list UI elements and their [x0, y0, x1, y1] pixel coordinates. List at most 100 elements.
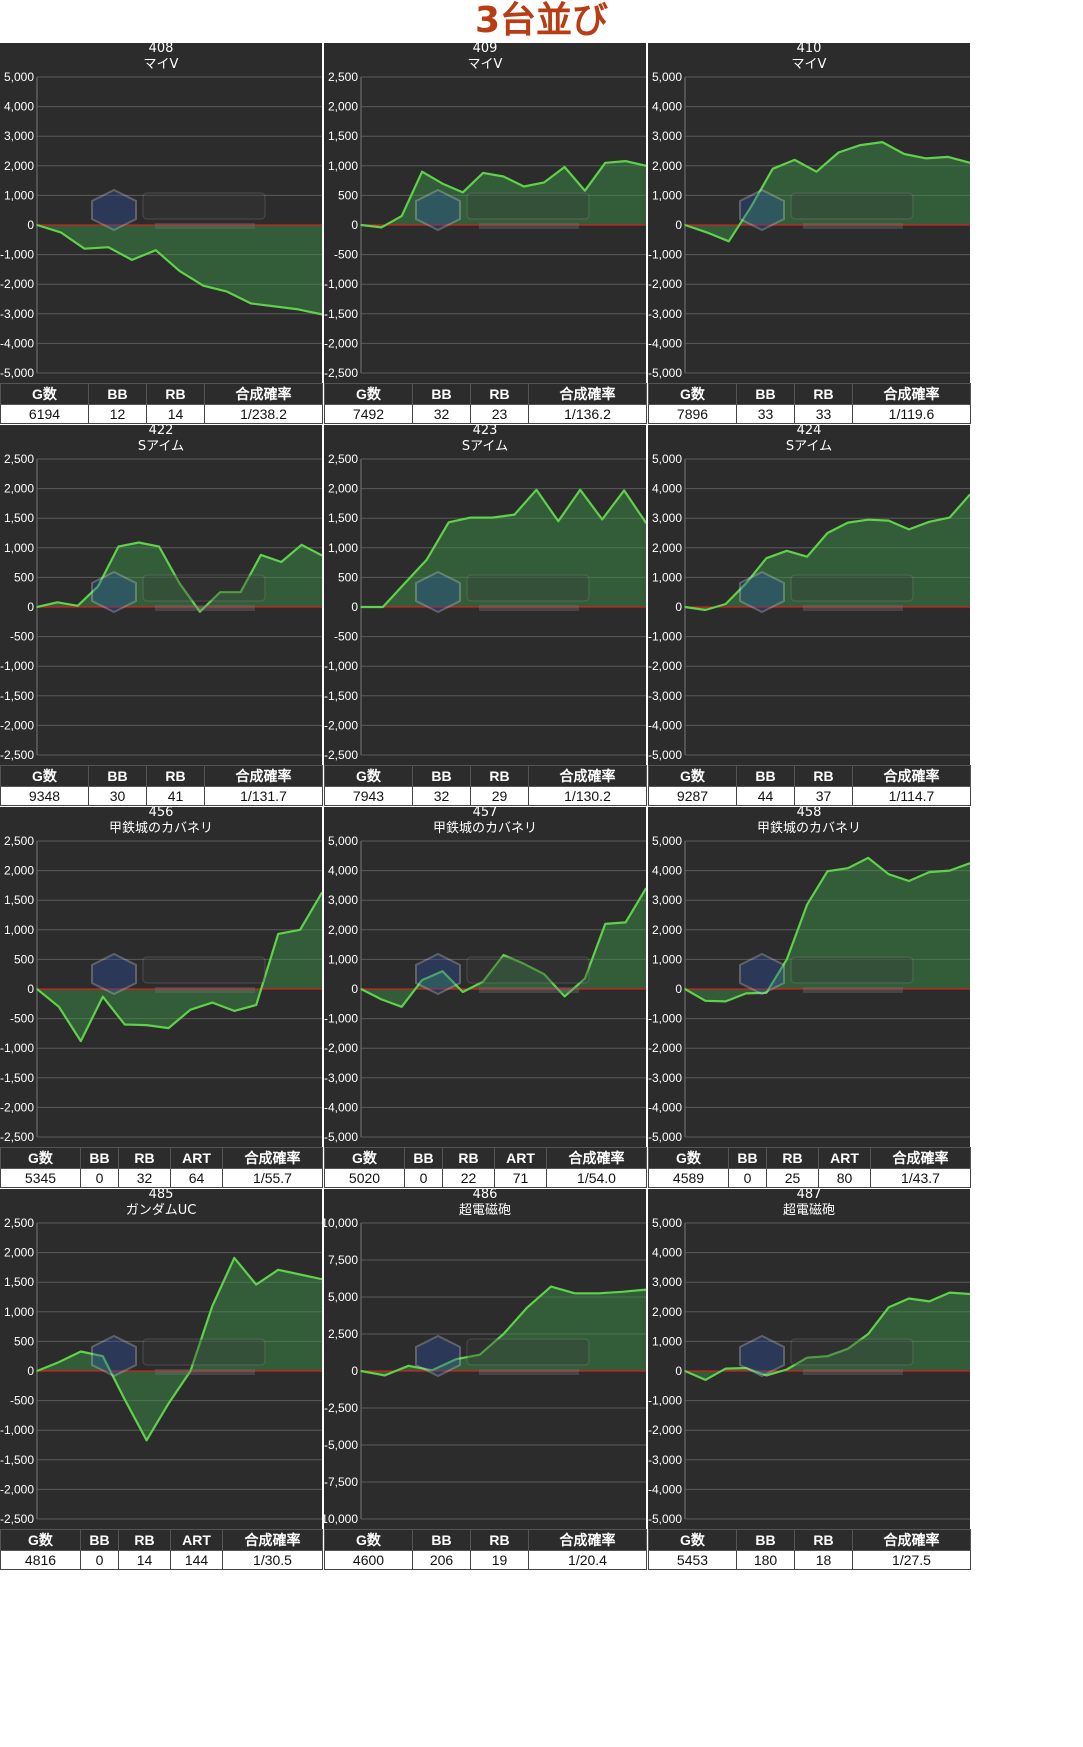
stats-value: 1/55.7: [222, 1168, 323, 1188]
stats-header: BB: [412, 765, 471, 787]
data-point: [400, 1005, 403, 1008]
data-point: [158, 545, 160, 548]
stats-value: 12: [88, 404, 147, 424]
y-tick-label: -5,000: [648, 366, 682, 380]
stats-header: 合成確率: [222, 1529, 323, 1551]
data-point: [441, 182, 444, 185]
data-point: [847, 867, 849, 870]
stats-header: G数: [324, 1529, 413, 1551]
machine-model: Sアイム: [785, 439, 833, 454]
data-point: [526, 1306, 529, 1309]
stats-value: 9348: [0, 786, 89, 806]
data-point: [83, 247, 86, 250]
stats-value: 44: [736, 786, 795, 806]
machine-model: 甲鉄城のカバネリ: [108, 821, 213, 836]
y-tick-label: 3,000: [652, 129, 682, 143]
stats-header: BB: [404, 1147, 443, 1169]
stats-header: G数: [0, 383, 89, 405]
y-tick-label: 500: [338, 188, 358, 202]
y-tick-label: -10,000: [324, 1512, 358, 1526]
y-tick-label: -1,000: [324, 659, 358, 673]
machine-number: 485: [148, 1187, 174, 1202]
data-point: [793, 159, 796, 161]
data-point: [806, 1356, 808, 1359]
y-tick-label: 7,500: [328, 1253, 358, 1267]
stats-value: 7896: [648, 404, 737, 424]
data-point: [948, 516, 951, 519]
stats-value: 19: [470, 1550, 529, 1570]
y-tick-label: -500: [10, 1012, 34, 1026]
machine-model: Sアイム: [137, 439, 185, 454]
data-point: [535, 488, 538, 491]
data-point: [154, 249, 157, 251]
y-tick-label: -1,000: [648, 1394, 682, 1408]
machine-model: 超電磁砲: [458, 1203, 511, 1218]
data-point: [277, 933, 279, 935]
data-point: [101, 995, 104, 998]
y-tick-label: -500: [334, 630, 358, 644]
watermark-logo: [91, 570, 266, 614]
area-fill: [685, 494, 970, 610]
y-tick-label: 3,000: [652, 893, 682, 907]
data-point: [239, 591, 242, 593]
data-point: [277, 1268, 279, 1271]
data-point: [785, 958, 788, 961]
y-tick-label: 1,500: [328, 129, 358, 143]
data-point: [604, 162, 607, 164]
stats-header: 合成確率: [852, 765, 971, 787]
y-tick-label: -1,500: [0, 1071, 34, 1085]
stats-header: BB: [412, 383, 471, 405]
stats-value: 1/54.0: [546, 1168, 647, 1188]
data-point: [36, 1370, 38, 1372]
data-point: [847, 1348, 849, 1350]
data-point: [745, 582, 747, 585]
data-point: [867, 857, 870, 859]
data-point: [407, 1365, 410, 1367]
y-tick-label: -2,000: [324, 718, 358, 732]
stats-header: RB: [118, 1529, 171, 1551]
data-point: [563, 166, 566, 168]
series-line: [361, 488, 646, 609]
stats-value: 4600: [324, 1550, 413, 1570]
data-point: [273, 305, 276, 308]
data-point: [255, 1004, 258, 1006]
data-point: [513, 513, 516, 516]
data-point: [97, 585, 99, 588]
y-tick-label: 4,000: [652, 1246, 682, 1260]
stats-header: BB: [736, 1529, 795, 1551]
machine-model: マイV: [467, 57, 503, 72]
y-tick-label: -1,000: [324, 277, 358, 291]
stats-value: 7943: [324, 786, 413, 806]
y-tick-label: 4,000: [652, 482, 682, 496]
data-point: [321, 313, 322, 316]
data-point: [887, 519, 890, 522]
data-point: [704, 1000, 707, 1002]
data-point: [947, 156, 949, 158]
area-fill: [361, 1286, 646, 1376]
y-tick-label: 5,000: [4, 70, 34, 84]
data-point: [887, 1306, 890, 1309]
machine-model: マイV: [143, 57, 179, 72]
stats-header: RB: [442, 1147, 495, 1169]
data-point: [749, 206, 752, 209]
data-point: [645, 522, 646, 524]
y-tick-label: 500: [14, 570, 34, 584]
line-chart: 5,000 4,000 3,000 2,000 1,000 0 -1,000 -2,000 -3…: [648, 452, 970, 762]
data-point: [579, 488, 582, 491]
data-point: [431, 1369, 434, 1372]
line-chart: 5,000 4,000 3,000 2,000 1,000 0 -1,000 -2,000 -3…: [0, 70, 322, 380]
y-tick-label: 3,000: [652, 511, 682, 525]
data-point: [167, 1402, 170, 1405]
stats-value: 7492: [324, 404, 413, 424]
y-tick-label: 1,000: [4, 923, 34, 937]
data-point: [887, 873, 890, 875]
y-tick-label: 0: [351, 218, 358, 232]
stats-value: 5020: [324, 1168, 405, 1188]
machine-number: 424: [796, 423, 822, 438]
machine-number: 457: [472, 805, 498, 820]
stats-header: 合成確率: [528, 383, 647, 405]
y-tick-label: -2,500: [0, 748, 34, 762]
data-point: [360, 606, 362, 608]
y-tick-label: 1,500: [4, 893, 34, 907]
y-tick-label: 5,000: [328, 1290, 358, 1304]
